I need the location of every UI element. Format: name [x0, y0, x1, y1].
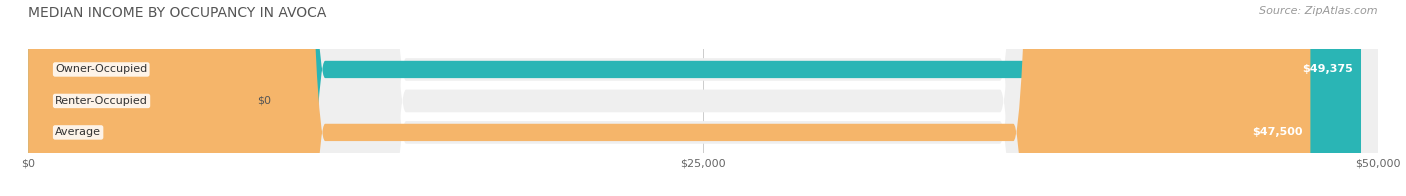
FancyBboxPatch shape	[28, 0, 1310, 196]
Text: Renter-Occupied: Renter-Occupied	[55, 96, 148, 106]
Text: $47,500: $47,500	[1251, 127, 1302, 137]
Text: Owner-Occupied: Owner-Occupied	[55, 64, 148, 74]
FancyBboxPatch shape	[28, 0, 1361, 196]
Text: MEDIAN INCOME BY OCCUPANCY IN AVOCA: MEDIAN INCOME BY OCCUPANCY IN AVOCA	[28, 6, 326, 20]
Text: $49,375: $49,375	[1302, 64, 1353, 74]
FancyBboxPatch shape	[28, 0, 1378, 196]
FancyBboxPatch shape	[28, 0, 1378, 196]
Text: $0: $0	[257, 96, 271, 106]
Text: Source: ZipAtlas.com: Source: ZipAtlas.com	[1260, 6, 1378, 16]
Text: Average: Average	[55, 127, 101, 137]
FancyBboxPatch shape	[28, 0, 1378, 196]
